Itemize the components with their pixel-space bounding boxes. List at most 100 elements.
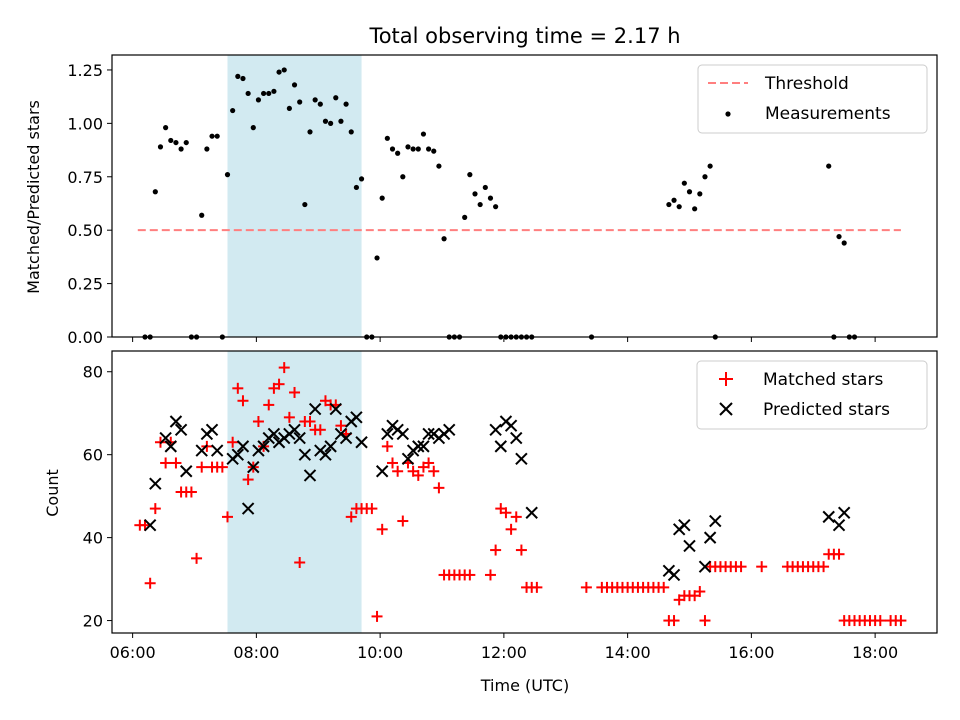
measurement-point — [441, 236, 447, 242]
predicted-star-point — [308, 402, 322, 416]
predicted-star-point — [504, 419, 518, 432]
predicted-star-point — [422, 427, 435, 441]
predicted-star-point — [489, 423, 502, 437]
predicted-star-point — [494, 440, 507, 453]
matched-star-point — [756, 561, 768, 573]
predicted-star-point — [303, 469, 317, 482]
x-tick-label: 12:00 — [481, 643, 527, 662]
predicted-star-point — [355, 436, 368, 449]
top-legend-box — [697, 64, 928, 134]
predicted-star-point — [210, 444, 224, 457]
measurement-point — [230, 107, 236, 114]
x-tick-label: 16:00 — [728, 643, 774, 662]
y-tick-label: 0.50 — [67, 221, 103, 240]
bottom-plot: 20 40 60 80 06:00 08:00 10:00 12:00 14:00 16:00 1… — [43, 350, 938, 695]
matched-star-point — [433, 482, 445, 494]
matched-star-point — [874, 615, 886, 627]
predicted-star-point — [837, 506, 851, 519]
measurement-point — [467, 172, 473, 178]
predicted-star-point — [143, 518, 157, 532]
predicted-star-point — [149, 477, 162, 490]
predicted-star-point — [667, 568, 681, 582]
matched-star-point — [490, 544, 502, 556]
measurement-point — [338, 118, 344, 124]
matched-star-point — [833, 548, 845, 560]
matched-star-point — [232, 382, 244, 394]
y-tick-label: 20 — [83, 612, 103, 631]
measurement-point — [681, 180, 687, 186]
matched-star-point — [658, 581, 670, 593]
matched-star-point — [185, 486, 197, 498]
predicted-star-point — [257, 440, 270, 453]
measurement-point — [260, 90, 267, 97]
predicted-star-point — [159, 431, 172, 445]
matched-star-point — [196, 461, 208, 473]
legend-predicted-swatch — [719, 402, 733, 416]
measurement-point — [281, 67, 287, 73]
measurement-point — [307, 129, 313, 135]
matched-star-point — [149, 503, 161, 515]
predicted-star-point — [324, 440, 337, 453]
matched-star-point — [500, 507, 512, 519]
measurement-point — [841, 240, 847, 246]
measurement-point — [482, 184, 488, 191]
measurement-point — [302, 201, 308, 208]
matched-star-point — [289, 386, 301, 398]
predicted-star-point — [417, 440, 430, 453]
predicted-star-point — [267, 427, 281, 441]
predicted-star-point — [832, 518, 846, 532]
top-y-axis-label: Matched/Predicted stars — [24, 100, 43, 294]
bottom-legend: Matched stars Predicted stars — [696, 360, 928, 430]
matched-star-point — [699, 615, 711, 627]
legend-threshold-label: Threshold — [764, 74, 849, 94]
measurement-point — [291, 82, 298, 88]
measurement-point — [255, 97, 262, 103]
predicted-star-point — [375, 465, 389, 478]
legend-measurements-label: Measurements — [765, 104, 891, 124]
y-tick-label: 80 — [83, 363, 103, 382]
matched-star-point — [170, 457, 182, 469]
measurement-point — [297, 99, 303, 105]
x-tick-label: 10:00 — [357, 643, 403, 662]
predicted-star-point — [401, 452, 415, 466]
matched-star-point — [278, 362, 290, 374]
measurement-point — [271, 88, 277, 94]
predicted-star-point — [169, 415, 183, 428]
y-tick-label: 0.25 — [67, 275, 103, 294]
predicted-star-point — [329, 402, 342, 416]
x-tick-label: 14:00 — [605, 643, 651, 662]
matched-star-point — [371, 610, 383, 622]
matched-star-point — [510, 511, 522, 523]
measurement-point — [183, 139, 189, 146]
bottom-y-axis-label: Count — [43, 469, 62, 517]
bottom-observing-span — [227, 351, 362, 633]
matched-star-point — [227, 436, 239, 448]
predicted-stars-points — [143, 402, 851, 582]
top-y-ticks: 0.00 0.25 0.50 0.75 1.00 1.25 — [67, 61, 112, 347]
matched-star-point — [222, 511, 233, 523]
measurement-point — [697, 191, 703, 197]
measurement-point — [358, 176, 365, 182]
measurement-point — [400, 174, 406, 180]
measurement-point — [405, 144, 411, 150]
measurement-point — [286, 105, 292, 112]
measurement-point — [250, 125, 256, 131]
predicted-star-point — [703, 531, 717, 544]
y-tick-label: 40 — [83, 529, 103, 548]
measurement-point — [374, 255, 380, 261]
measurement-point — [462, 214, 468, 220]
predicted-star-point — [683, 539, 696, 553]
matched-star-point — [505, 523, 517, 535]
predicted-star-point — [180, 465, 193, 478]
matched-star-point — [366, 503, 378, 515]
measurement-point — [168, 137, 174, 144]
legend-matched-swatch — [719, 372, 733, 386]
matched-star-point — [694, 586, 706, 598]
measurement-point — [328, 120, 334, 126]
matched-star-point — [464, 569, 476, 581]
measurement-point — [266, 90, 272, 97]
measurement-point — [322, 118, 329, 124]
predicted-star-point — [319, 448, 332, 461]
measurement-point — [209, 133, 215, 139]
